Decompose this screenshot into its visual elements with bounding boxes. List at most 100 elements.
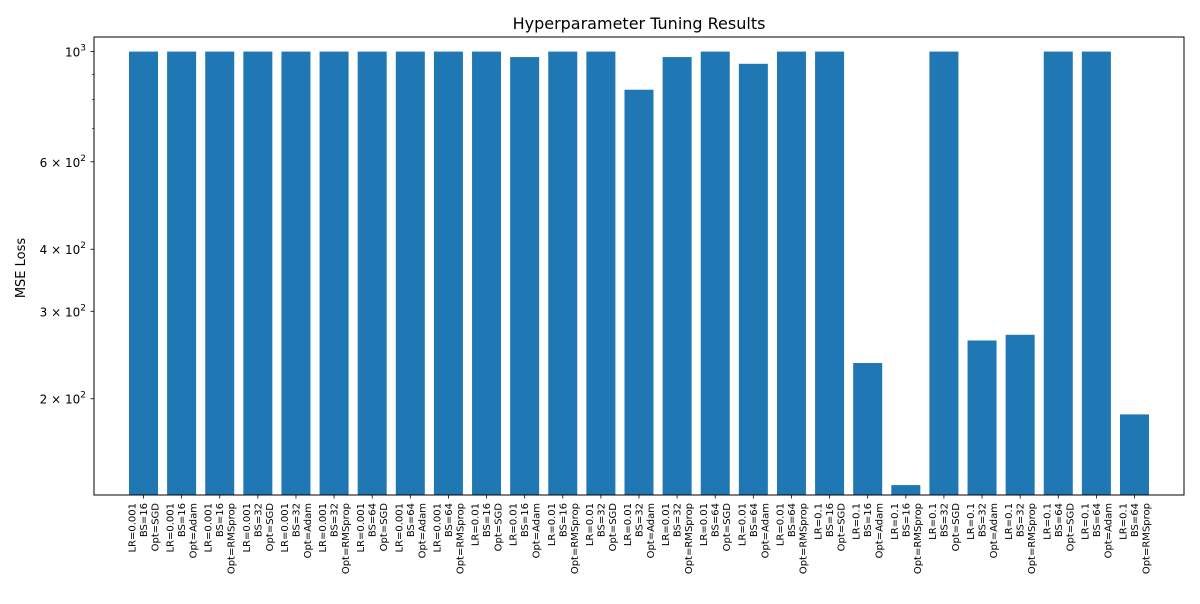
x-tick-label: BS=32	[673, 503, 684, 537]
bar	[319, 51, 349, 496]
y-tick-exponent: 2	[80, 303, 86, 313]
x-tick-label: LR=0.001	[318, 503, 329, 553]
x-tick-label: Opt=RMSprop	[1142, 503, 1153, 574]
x-tick-label: LR=0.01	[585, 503, 596, 546]
bar	[167, 51, 197, 496]
x-tick-label: BS=32	[1016, 503, 1027, 537]
x-tick-label: BS=16	[215, 503, 226, 537]
x-tick-label: Opt=Adam	[646, 503, 657, 558]
x-tick-label: BS=16	[139, 503, 150, 537]
y-axis-label: MSE Loss	[14, 238, 29, 299]
bar	[586, 51, 616, 496]
x-tick-label: Opt=SGD	[494, 503, 505, 552]
x-tick-label: LR=0.01	[547, 503, 558, 546]
bar	[472, 51, 502, 496]
x-tick-label: BS=64	[406, 503, 417, 537]
y-tick-label: 4 × 102	[40, 241, 86, 257]
x-tick-label: LR=0.01	[661, 503, 672, 546]
bars-group	[129, 51, 1149, 496]
bar	[1005, 334, 1035, 495]
x-tick-label: BS=16	[901, 503, 912, 537]
bar	[129, 51, 158, 496]
x-tick-label: LR=0.01	[471, 503, 482, 546]
x-tick-label: BS=32	[253, 503, 264, 537]
x-tick-label: Opt=RMSprop	[570, 503, 581, 574]
x-tick-label: Opt=RMSprop	[684, 503, 695, 574]
y-tick-label: 3 × 102	[40, 303, 86, 319]
x-tick-label: LR=0.01	[775, 503, 786, 546]
x-tick-label: LR=0.1	[1042, 503, 1053, 540]
x-tick-label: BS=32	[291, 503, 302, 537]
x-tick-label: LR=0.1	[1004, 503, 1015, 540]
x-tick-label: Opt=Adam	[989, 503, 1000, 558]
bar	[815, 51, 845, 496]
x-tick-label: LR=0.01	[509, 503, 520, 546]
y-tick-label: 103	[65, 44, 86, 60]
bar	[281, 51, 311, 496]
y-tick-exponent: 2	[80, 241, 86, 251]
x-tick-label: LR=0.1	[814, 503, 825, 540]
x-tick-label: LR=0.001	[356, 503, 367, 553]
x-tick-label: LR=0.1	[928, 503, 939, 540]
x-tick-label: Opt=SGD	[837, 503, 848, 552]
x-tick-label: Opt=Adam	[875, 503, 886, 558]
x-tick-label: Opt=SGD	[265, 503, 276, 552]
y-tick-exponent: 3	[80, 44, 86, 54]
bar	[357, 51, 387, 496]
x-tick-label: BS=64	[368, 503, 379, 537]
x-tick-label: BS=32	[330, 503, 341, 537]
bar	[853, 363, 883, 495]
bar	[548, 51, 578, 496]
bar	[1043, 51, 1073, 496]
x-tick-label: BS=16	[558, 503, 569, 537]
bar	[738, 63, 768, 496]
bar	[243, 51, 273, 496]
x-tick-label: BS=64	[1092, 503, 1103, 537]
x-tick-label: Opt=SGD	[151, 503, 162, 552]
bar	[776, 51, 806, 496]
x-tick-label: BS=64	[749, 503, 760, 537]
y-tick-base: 4 × 10	[40, 243, 81, 257]
x-tick-label: LR=0.001	[204, 503, 215, 553]
x-tick-label: BS=16	[863, 503, 874, 537]
bar	[624, 89, 654, 496]
bar	[433, 51, 463, 496]
bar	[395, 51, 425, 496]
x-tick-label: Opt=SGD	[608, 503, 619, 552]
x-tick-label: Opt=SGD	[379, 503, 390, 552]
x-tick-label: Opt=SGD	[1065, 503, 1076, 552]
x-tick-label: LR=0.1	[1080, 503, 1091, 540]
x-tick-label: Opt=RMSprop	[1027, 503, 1038, 574]
x-tick-label: Opt=RMSprop	[227, 503, 238, 574]
x-tick-label: BS=16	[482, 503, 493, 537]
x-tick-label: Opt=RMSprop	[913, 503, 924, 574]
bar	[929, 51, 959, 496]
x-tick-label: LR=0.001	[432, 503, 443, 553]
x-tick-label: LR=0.1	[966, 503, 977, 540]
bar	[1120, 414, 1149, 495]
bar	[891, 485, 921, 495]
x-tick-label: LR=0.001	[166, 503, 177, 553]
x-tick-label: Opt=RMSprop	[798, 503, 809, 574]
x-tick-label: Opt=RMSprop	[341, 503, 352, 574]
bar	[662, 57, 692, 496]
x-tick-label: BS=64	[1130, 503, 1141, 537]
x-tick-label: BS=16	[177, 503, 188, 537]
x-tick-label: BS=32	[635, 503, 646, 537]
x-tick-label: Opt=Adam	[417, 503, 428, 558]
y-tick-base: 2 × 10	[40, 393, 81, 407]
y-tick-exponent: 2	[80, 391, 86, 401]
x-tick-label: Opt=Adam	[189, 503, 200, 558]
y-tick-base: 10	[65, 46, 80, 60]
bar	[510, 57, 540, 496]
x-tick-label: Opt=SGD	[722, 503, 733, 552]
x-tick-label: LR=0.1	[1119, 503, 1130, 540]
x-tick-label: LR=0.001	[128, 503, 139, 553]
x-tick-label: LR=0.1	[890, 503, 901, 540]
bar	[205, 51, 235, 496]
y-tick-base: 3 × 10	[40, 305, 81, 319]
y-tick-base: 6 × 10	[40, 156, 81, 170]
x-tick-label: BS=32	[939, 503, 950, 537]
